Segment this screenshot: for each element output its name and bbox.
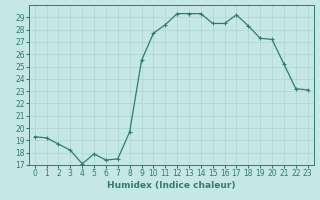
X-axis label: Humidex (Indice chaleur): Humidex (Indice chaleur) (107, 181, 236, 190)
